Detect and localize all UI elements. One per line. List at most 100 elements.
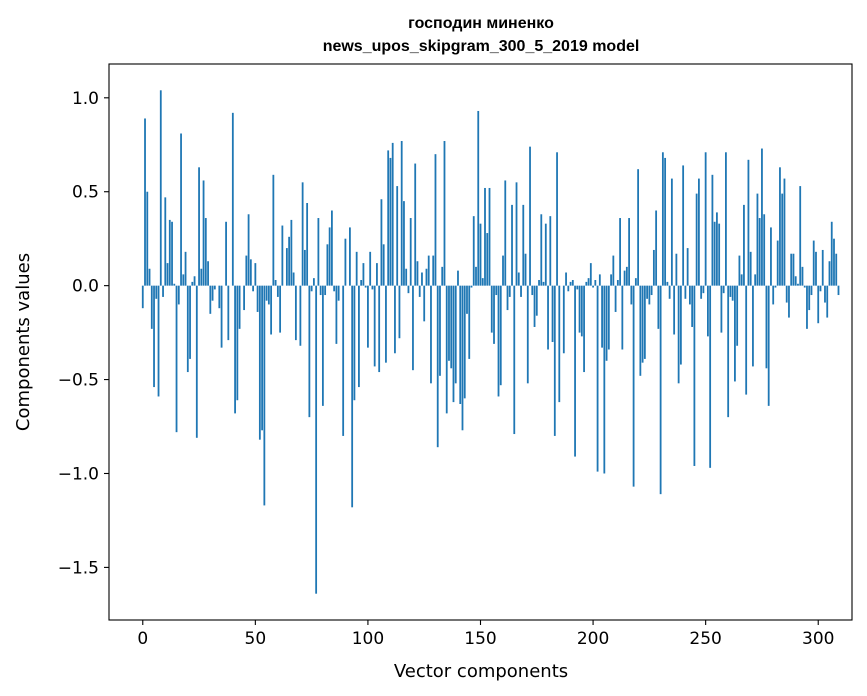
bar-201 [594, 280, 597, 286]
bar-26 [200, 268, 203, 286]
bar-108 [385, 285, 387, 363]
bar-295 [806, 285, 808, 329]
bar-90 [344, 238, 347, 286]
bar-144 [466, 285, 468, 314]
bar-246 [695, 193, 698, 286]
bar-251 [707, 285, 709, 337]
bar-54 [263, 285, 266, 506]
bar-222 [641, 285, 644, 363]
bar-279 [770, 227, 772, 286]
bar-165 [513, 285, 516, 435]
bar-223 [643, 285, 646, 359]
bar-304 [826, 285, 829, 318]
bar-117 [405, 268, 408, 286]
bar-101 [369, 251, 372, 286]
bar-239 [679, 285, 682, 365]
bar-292 [799, 186, 802, 286]
bar-247 [698, 178, 700, 286]
bar-107 [382, 244, 385, 286]
bar-230 [659, 285, 662, 495]
bar-49 [252, 285, 254, 292]
bar-231 [661, 152, 664, 286]
bar-73 [306, 203, 309, 286]
bar-302 [821, 249, 824, 286]
bar-68 [294, 285, 297, 341]
bar-266 [740, 274, 743, 286]
bar-48 [249, 259, 252, 286]
bar-25 [198, 167, 200, 286]
bar-205 [603, 285, 606, 474]
bar-273 [756, 193, 759, 286]
bar-84 [331, 210, 333, 286]
bar-156 [493, 285, 495, 344]
bar-203 [598, 274, 601, 286]
y-axis-ticks: −1.5 −1.0 −0.5 0.0 0.5 1.0 [58, 89, 109, 578]
x-axis-ticks: 0 50 100 150 200 250 300 [137, 620, 834, 649]
bar-214 [623, 270, 626, 286]
bar-121 [414, 163, 417, 286]
bar-43 [238, 285, 241, 329]
bar-297 [810, 285, 813, 296]
bar-173 [531, 285, 534, 296]
bar-11 [166, 263, 169, 286]
y-tick-label-0: −1.5 [58, 558, 99, 578]
bar-6 [155, 285, 158, 299]
bar-138 [452, 285, 455, 403]
bar-127 [427, 255, 430, 286]
bar-285 [783, 178, 786, 286]
bar-77 [315, 285, 318, 594]
bar-283 [779, 167, 781, 286]
bar-171 [526, 285, 529, 384]
bar-187 [562, 285, 565, 354]
y-axis-label: Components values [13, 253, 34, 431]
bar-193 [576, 285, 579, 290]
bar-142 [461, 285, 464, 431]
bar-229 [657, 285, 660, 329]
bar-290 [794, 276, 797, 286]
bar-100 [367, 285, 369, 348]
bar-116 [403, 201, 405, 286]
bar-200 [592, 285, 594, 288]
bar-196 [583, 285, 585, 373]
plot-frame [108, 63, 853, 621]
bar-308 [835, 253, 838, 286]
bar-204 [601, 285, 603, 348]
bar-293 [801, 266, 804, 286]
bar-261 [729, 285, 732, 297]
bar-40 [231, 112, 234, 286]
bar-67 [292, 272, 295, 286]
bar-158 [497, 285, 500, 397]
bar-262 [731, 285, 734, 301]
bar-301 [819, 285, 822, 292]
y-tick-label-3: 0.0 [72, 277, 99, 297]
bar-51 [256, 285, 259, 312]
bar-175 [535, 285, 538, 316]
bar-76 [312, 278, 315, 286]
bar-140 [457, 270, 459, 286]
bar-66 [290, 219, 293, 286]
bar-184 [556, 152, 558, 286]
bar-263 [734, 285, 736, 382]
bar-287 [788, 285, 790, 318]
bar-199 [589, 263, 592, 286]
bar-299 [815, 251, 817, 286]
bar-8 [159, 90, 162, 286]
bar-148 [475, 266, 477, 286]
bar-129 [432, 255, 435, 286]
bar-155 [490, 285, 493, 333]
bar-242 [686, 248, 689, 286]
bar-213 [621, 285, 624, 350]
bar-153 [486, 233, 489, 286]
bar-160 [502, 255, 504, 286]
bar-303 [824, 285, 826, 303]
bar-181 [549, 216, 552, 286]
bar-46 [245, 255, 248, 286]
bar-170 [524, 253, 527, 286]
bar-276 [763, 214, 766, 286]
bar-194 [578, 285, 581, 333]
bar-24 [195, 285, 198, 438]
bar-180 [547, 285, 549, 350]
bar-58 [272, 174, 275, 286]
bar-286 [785, 285, 788, 303]
bar-94 [353, 285, 356, 401]
